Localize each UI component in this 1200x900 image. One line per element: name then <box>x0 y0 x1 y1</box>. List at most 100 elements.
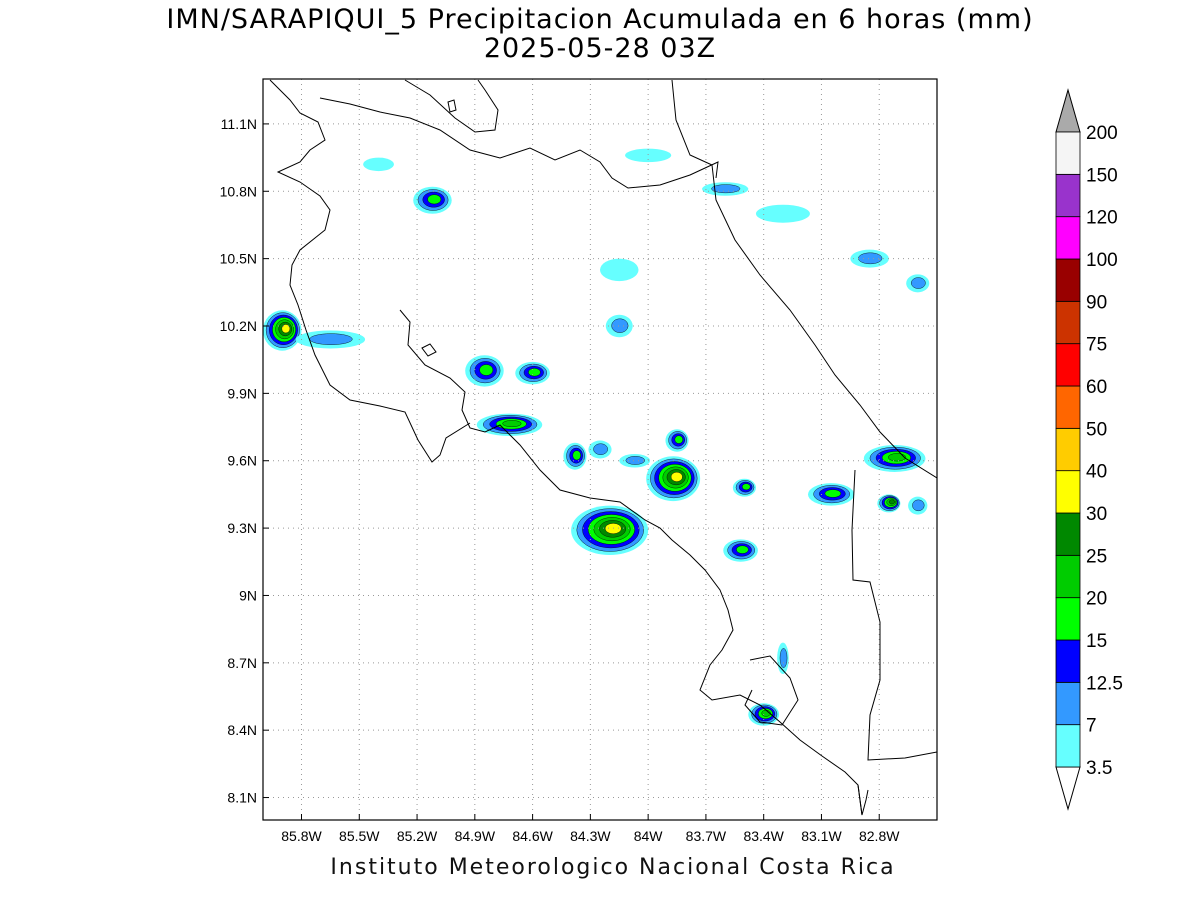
lat-tick-label: 8.7N <box>227 655 257 671</box>
rain-cell <box>723 539 758 562</box>
lat-tick-label: 9.9N <box>227 385 257 401</box>
legend-swatch <box>1055 173 1081 218</box>
rain-contour <box>309 333 353 345</box>
lon-tick-label: 84W <box>634 828 664 844</box>
rain-cell <box>515 361 550 385</box>
lon-tick-label: 84.6W <box>512 828 553 844</box>
rain-contour <box>281 324 291 334</box>
rain-contour <box>670 471 683 482</box>
rain-cell <box>748 703 780 726</box>
legend-label: 20 <box>1086 589 1107 610</box>
legend-label: 30 <box>1086 504 1107 525</box>
rain-contour <box>363 157 394 172</box>
rain-cell <box>807 483 855 506</box>
lon-tick-label: 83.7W <box>686 828 727 844</box>
legend-label: 7 <box>1086 716 1097 737</box>
rain-contour <box>625 148 672 163</box>
lat-tick-label: 8.4N <box>227 722 257 738</box>
lat-tick-label: 9.6N <box>227 453 257 469</box>
lon-tick-label: 84.9W <box>455 828 496 844</box>
rain-cell <box>476 413 543 437</box>
legend-label: 90 <box>1086 292 1107 313</box>
color-legend: 3.5 7 12.5 15 20 25 30 40 50 60 75 90 100 120 150 200 <box>1055 88 1123 811</box>
rain-cell <box>600 258 639 282</box>
lon-tick-label: 83.1W <box>801 828 842 844</box>
legend-swatch <box>1055 343 1081 387</box>
lon-tick-label: 85.8W <box>281 828 322 844</box>
legend-swatch <box>1055 681 1081 726</box>
rain-cell <box>605 314 633 338</box>
rain-contour <box>611 318 629 333</box>
legend-label: 150 <box>1086 165 1118 186</box>
lon-tick-label: 85.2W <box>397 828 438 844</box>
legend-swatch <box>1055 597 1081 641</box>
rain-cell <box>465 355 504 387</box>
legend-swatch <box>1055 427 1081 472</box>
lat-lon-grid <box>263 79 937 820</box>
rain-cell <box>588 440 612 459</box>
map-subtitle: 2025-05-28 03Z <box>483 33 717 64</box>
plot-frame <box>262 78 938 821</box>
legend-label: 120 <box>1086 208 1118 229</box>
rain-cell <box>732 478 756 497</box>
rain-cell <box>563 442 587 470</box>
lat-tick-label: 10.8N <box>220 183 257 199</box>
legend-swatch <box>1055 512 1081 556</box>
rain-contour <box>736 545 749 554</box>
rain-contour <box>528 368 541 377</box>
legend-label: 25 <box>1086 546 1107 567</box>
island-1 <box>421 343 437 357</box>
rain-cell <box>363 157 394 172</box>
rain-contour <box>912 499 925 512</box>
legend-swatch <box>1055 724 1081 768</box>
lon-tick-label: 83.4W <box>743 828 784 844</box>
legend-swatch <box>1055 300 1081 345</box>
panama-border <box>851 469 937 761</box>
rain-cell <box>702 182 749 196</box>
rain-contour <box>479 364 494 376</box>
rain-contour <box>742 483 751 491</box>
legend-swatch <box>1055 639 1081 683</box>
legend-label: 75 <box>1086 335 1107 356</box>
rain-cell <box>906 274 930 293</box>
rain-contour <box>824 489 842 498</box>
legend-label: 12.5 <box>1086 673 1123 694</box>
rain-cell <box>571 505 649 556</box>
rain-cell <box>646 456 701 502</box>
rain-contour <box>888 453 907 462</box>
rain-contour <box>572 450 581 461</box>
lat-tick-label: 8.1N <box>227 790 257 806</box>
rain-contour <box>593 443 608 455</box>
rain-cell <box>777 642 789 675</box>
map-title: IMN/SARAPIQUI_5 Precipitacion Acumulada … <box>166 4 1034 35</box>
rain-contour <box>779 648 788 668</box>
rain-contour <box>711 184 741 194</box>
lat-tick-label: 10.2N <box>220 318 257 334</box>
rain-cell <box>863 445 926 472</box>
legend-high-arrow <box>1055 88 1081 133</box>
lon-tick-label: 85.5W <box>339 828 380 844</box>
rain-contour <box>502 420 522 428</box>
lake-nicaragua-shore <box>404 79 499 133</box>
axis-ticks: 85.8W 85.5W 85.2W 84.9W 84.6W 84.3W 84W 83.7W 83… <box>220 116 901 844</box>
rain-contour <box>674 435 684 444</box>
rain-cell <box>755 204 810 223</box>
rain-contour <box>600 258 639 282</box>
legend-swatch <box>1055 216 1081 260</box>
legend-swatch <box>1055 258 1081 302</box>
lat-tick-label: 10.5N <box>220 251 257 267</box>
rain-cell <box>295 330 366 349</box>
legend-label: 200 <box>1086 123 1118 144</box>
legend-label: 100 <box>1086 250 1118 271</box>
caribbean-coast <box>671 79 937 479</box>
legend-label: 50 <box>1086 419 1107 440</box>
rain-contour <box>625 456 645 465</box>
rain-cell <box>619 453 651 468</box>
legend-swatch <box>1055 385 1081 429</box>
legend-label: 60 <box>1086 377 1107 398</box>
legend-swatch <box>1055 131 1081 175</box>
island-2 <box>447 99 457 113</box>
legend-low-arrow <box>1055 766 1081 811</box>
legend-label: 15 <box>1086 631 1107 652</box>
